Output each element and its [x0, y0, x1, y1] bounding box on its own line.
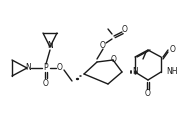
Text: O: O [170, 46, 176, 55]
Text: P: P [44, 63, 48, 72]
Text: NH: NH [166, 67, 177, 77]
Text: O: O [100, 41, 106, 51]
Text: N: N [132, 67, 138, 77]
Text: N: N [47, 41, 53, 51]
Text: O: O [57, 63, 63, 72]
Text: N: N [25, 63, 31, 72]
Text: O: O [122, 25, 128, 34]
Text: O: O [111, 55, 117, 63]
Text: O: O [43, 79, 49, 88]
Text: O: O [145, 89, 151, 98]
